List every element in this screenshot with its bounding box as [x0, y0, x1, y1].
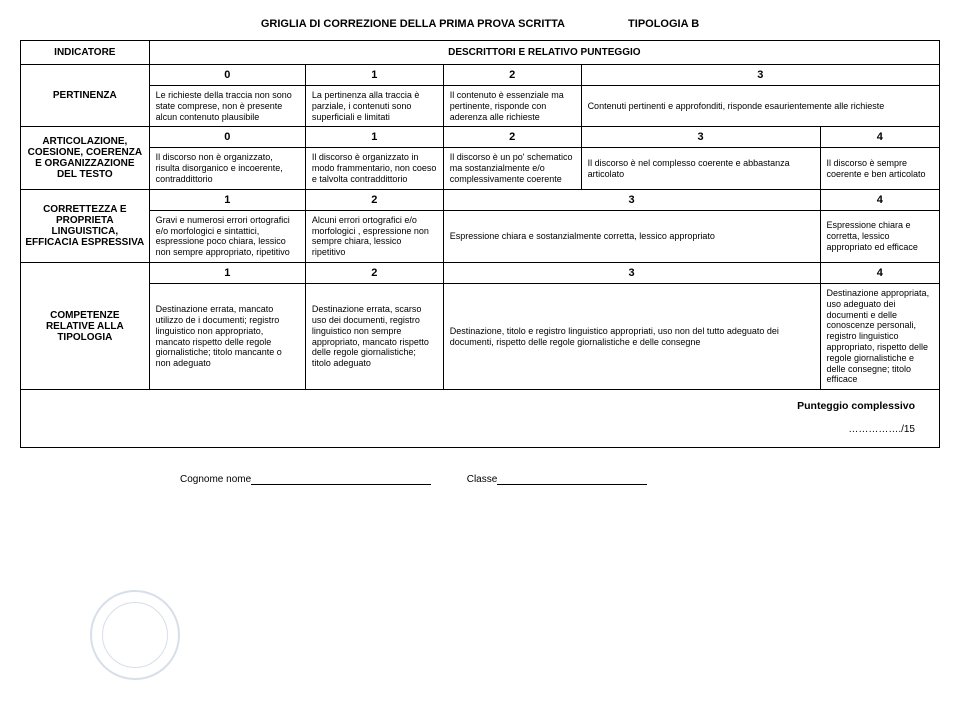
desc-cell: Destinazione errata, mancato utilizzo de… — [149, 283, 305, 389]
cognome-label: Cognome nome — [180, 474, 251, 485]
score-cell: 1 — [149, 262, 305, 283]
row-articolazione-desc: Il discorso non è organizzato, risulta d… — [21, 148, 940, 189]
score-cell: 1 — [305, 65, 443, 86]
header-indicator: INDICATORE — [21, 41, 150, 65]
score-cell: 4 — [820, 189, 940, 210]
stamp-icon — [90, 590, 180, 680]
cognome-line — [251, 484, 431, 485]
score-cell: 2 — [305, 262, 443, 283]
classe-label: Classe — [467, 474, 498, 485]
desc-cell: Il discorso non è organizzato, risulta d… — [149, 148, 305, 189]
signature-row: Cognome nome Classe — [20, 474, 940, 485]
score-cell: 1 — [149, 189, 305, 210]
row-pertinenza-scores: PERTINENZA 0 1 2 3 — [21, 65, 940, 86]
row-competenze-scores: COMPETENZE RELATIVE ALLA TIPOLOGIA 1 2 3… — [21, 262, 940, 283]
indicator-correttezza: CORRETTEZZA E PROPRIETA LINGUISTICA, EFF… — [21, 189, 150, 262]
row-punteggio-value: ……………./15 — [21, 418, 940, 448]
page-container: GRIGLIA DI CORREZIONE DELLA PRIMA PROVA … — [20, 18, 940, 698]
punteggio-label: Punteggio complessivo — [27, 394, 933, 414]
score-cell: 3 — [581, 65, 939, 86]
score-cell: 3 — [581, 127, 820, 148]
row-pertinenza-desc: Le richieste della traccia non sono stat… — [21, 86, 940, 127]
score-cell: 3 — [443, 262, 820, 283]
row-competenze-desc: Destinazione errata, mancato utilizzo de… — [21, 283, 940, 389]
row-articolazione-scores: ARTICOLAZIONE, COESIONE, COERENZA E ORGA… — [21, 127, 940, 148]
score-cell: 0 — [149, 65, 305, 86]
score-cell: 2 — [305, 189, 443, 210]
score-cell: 1 — [305, 127, 443, 148]
score-cell: 2 — [443, 65, 581, 86]
desc-cell: Destinazione appropriata, uso adeguato d… — [820, 283, 940, 389]
indicator-pertinenza: PERTINENZA — [21, 65, 150, 127]
rubric-table: INDICATORE DESCRITTORI E RELATIVO PUNTEG… — [20, 40, 940, 448]
score-cell: 3 — [443, 189, 820, 210]
title-type: TIPOLOGIA B — [628, 18, 699, 30]
title-main: GRIGLIA DI CORREZIONE DELLA PRIMA PROVA … — [261, 18, 565, 30]
indicator-competenze: COMPETENZE RELATIVE ALLA TIPOLOGIA — [21, 262, 150, 389]
title-row: GRIGLIA DI CORREZIONE DELLA PRIMA PROVA … — [20, 18, 940, 30]
punteggio-max: ……………./15 — [27, 422, 933, 443]
classe-line — [497, 484, 647, 485]
desc-cell: Il contenuto è essenziale ma pertinente,… — [443, 86, 581, 127]
desc-cell: Destinazione, titolo e registro linguist… — [443, 283, 820, 389]
desc-cell: Il discorso è nel complesso coerente e a… — [581, 148, 820, 189]
row-correttezza-scores: CORRETTEZZA E PROPRIETA LINGUISTICA, EFF… — [21, 189, 940, 210]
desc-cell: Alcuni errori ortografici e/o morfologic… — [305, 210, 443, 262]
score-cell: 2 — [443, 127, 581, 148]
desc-cell: Contenuti pertinenti e approfonditi, ris… — [581, 86, 939, 127]
desc-cell: Il discorso è un po' schematico ma sosta… — [443, 148, 581, 189]
score-cell: 4 — [820, 127, 940, 148]
row-punteggio: Punteggio complessivo — [21, 390, 940, 419]
score-cell: 0 — [149, 127, 305, 148]
desc-cell: Espressione chiara e sostanzialmente cor… — [443, 210, 820, 262]
desc-cell: Il discorso è organizzato in modo framme… — [305, 148, 443, 189]
row-correttezza-desc: Gravi e numerosi errori ortografici e/o … — [21, 210, 940, 262]
desc-cell: Le richieste della traccia non sono stat… — [149, 86, 305, 127]
header-descrittori: DESCRITTORI E RELATIVO PUNTEGGIO — [149, 41, 939, 65]
desc-cell: Espressione chiara e corretta, lessico a… — [820, 210, 940, 262]
desc-cell: La pertinenza alla traccia è parziale, i… — [305, 86, 443, 127]
desc-cell: Gravi e numerosi errori ortografici e/o … — [149, 210, 305, 262]
score-cell: 4 — [820, 262, 940, 283]
table-header-row: INDICATORE DESCRITTORI E RELATIVO PUNTEG… — [21, 41, 940, 65]
desc-cell: Destinazione errata, scarso uso dei docu… — [305, 283, 443, 389]
desc-cell: Il discorso è sempre coerente e ben arti… — [820, 148, 940, 189]
indicator-articolazione: ARTICOLAZIONE, COESIONE, COERENZA E ORGA… — [21, 127, 150, 189]
